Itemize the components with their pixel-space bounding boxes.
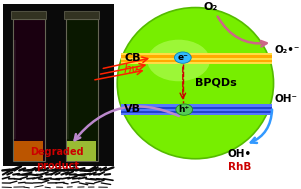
FancyBboxPatch shape — [3, 4, 114, 166]
Text: OH⁻: OH⁻ — [275, 94, 298, 104]
FancyBboxPatch shape — [66, 19, 98, 161]
Ellipse shape — [147, 40, 210, 81]
FancyBboxPatch shape — [11, 11, 46, 19]
FancyBboxPatch shape — [121, 62, 272, 64]
Text: VB: VB — [124, 104, 141, 114]
FancyBboxPatch shape — [67, 141, 96, 161]
Text: OH•: OH• — [228, 149, 252, 159]
Circle shape — [176, 104, 193, 115]
FancyBboxPatch shape — [121, 108, 272, 111]
FancyBboxPatch shape — [13, 19, 45, 161]
Text: O₂•⁻: O₂•⁻ — [275, 45, 300, 55]
Text: Degraded: Degraded — [30, 147, 84, 157]
FancyBboxPatch shape — [14, 141, 43, 161]
FancyBboxPatch shape — [64, 11, 99, 19]
FancyBboxPatch shape — [121, 107, 272, 108]
Text: product: product — [36, 161, 79, 171]
FancyBboxPatch shape — [13, 40, 16, 139]
Ellipse shape — [117, 8, 274, 159]
Text: O₂: O₂ — [203, 2, 218, 12]
Circle shape — [175, 52, 191, 63]
Text: RhB: RhB — [228, 162, 252, 172]
Text: CB: CB — [124, 53, 141, 63]
FancyBboxPatch shape — [121, 56, 272, 57]
FancyBboxPatch shape — [121, 105, 272, 107]
Text: BPQDs: BPQDs — [195, 77, 237, 87]
FancyBboxPatch shape — [66, 40, 69, 139]
Text: e⁻: e⁻ — [177, 53, 188, 62]
Text: $h\nu$: $h\nu$ — [123, 62, 139, 76]
FancyBboxPatch shape — [121, 57, 272, 60]
FancyBboxPatch shape — [121, 53, 272, 56]
FancyBboxPatch shape — [121, 111, 272, 113]
FancyBboxPatch shape — [121, 60, 272, 62]
FancyBboxPatch shape — [121, 113, 272, 115]
Text: h⁺: h⁺ — [179, 105, 190, 114]
